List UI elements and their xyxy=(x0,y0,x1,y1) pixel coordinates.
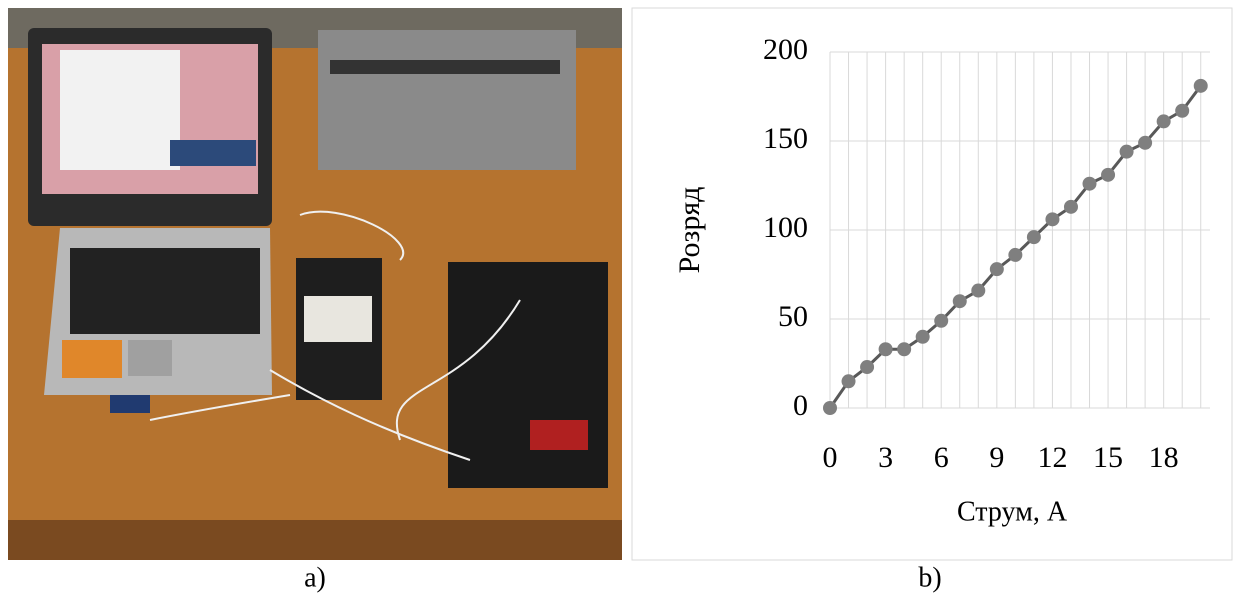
point xyxy=(934,313,949,328)
caption: b) xyxy=(918,562,941,593)
wires xyxy=(149,210,521,461)
chart-frame xyxy=(631,7,1233,561)
point xyxy=(915,329,930,344)
point xyxy=(897,342,912,357)
point xyxy=(823,401,837,415)
point xyxy=(1101,167,1116,182)
caption: a) xyxy=(304,562,326,593)
keyboard xyxy=(70,248,260,334)
point xyxy=(1063,199,1078,214)
window xyxy=(60,50,180,170)
window-bar xyxy=(170,140,256,166)
x-tick-label: 18 xyxy=(1149,441,1179,474)
sticker xyxy=(62,340,122,378)
battery-label xyxy=(530,420,588,450)
point xyxy=(1026,230,1041,245)
point xyxy=(1045,212,1060,227)
point xyxy=(1008,247,1023,262)
battery xyxy=(448,262,608,488)
x-tick-label: 3 xyxy=(878,441,893,474)
point xyxy=(1175,103,1190,118)
arduino xyxy=(110,395,150,413)
point xyxy=(1119,144,1134,159)
y-axis-title: Розряд xyxy=(673,187,706,274)
table-edge xyxy=(8,520,622,560)
y-tick-label: 50 xyxy=(778,300,808,333)
x-axis-title: Струм, А xyxy=(957,496,1068,527)
rheostat-slot xyxy=(330,60,560,74)
point xyxy=(860,360,875,375)
touchpad xyxy=(128,340,172,376)
x-tick-label: 0 xyxy=(823,441,838,474)
x-tick-label: 6 xyxy=(934,441,949,474)
point xyxy=(989,262,1004,277)
point xyxy=(952,294,967,309)
x-tick-label: 15 xyxy=(1093,441,1123,474)
point xyxy=(878,342,893,357)
photo xyxy=(8,8,622,560)
ammeter-dial xyxy=(304,296,372,342)
x-tick-label: 9 xyxy=(989,441,1004,474)
point xyxy=(1156,114,1171,129)
y-tick-label: 100 xyxy=(763,211,808,244)
point xyxy=(971,283,986,298)
point xyxy=(1082,176,1097,191)
y-tick-label: 0 xyxy=(793,389,808,422)
y-tick-label: 200 xyxy=(763,33,808,66)
point xyxy=(1193,78,1208,93)
point xyxy=(841,374,856,389)
point xyxy=(1138,135,1153,150)
rheostat xyxy=(318,30,576,170)
y-tick-label: 150 xyxy=(763,122,808,155)
x-tick-label: 12 xyxy=(1037,441,1067,474)
